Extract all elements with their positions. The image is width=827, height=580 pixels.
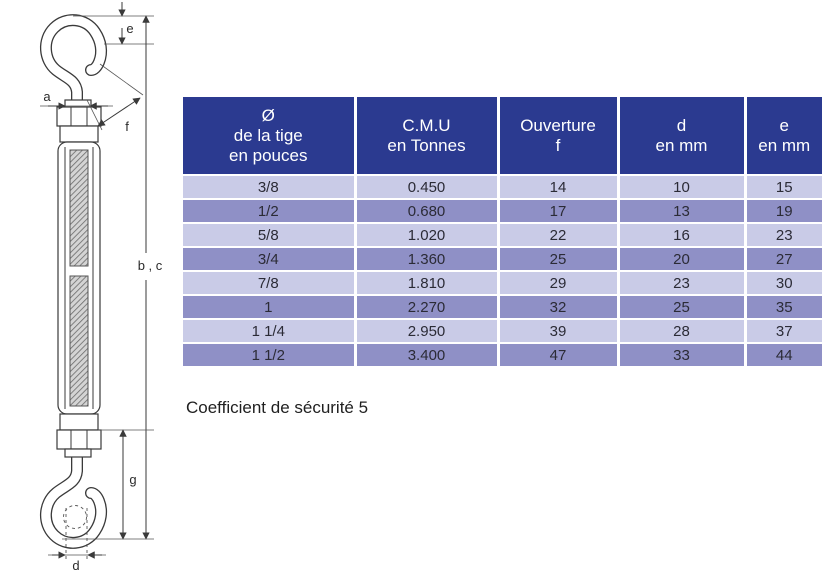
- table-row: 3/4 1.360 25 20 27: [183, 247, 822, 272]
- table-cell: 20: [618, 247, 747, 272]
- table-cell: 47: [498, 343, 620, 368]
- table-cell: 27: [745, 247, 822, 272]
- turnbuckle-diagram: e b , c a f g d: [40, 2, 163, 573]
- col-header-d: d en mm: [618, 97, 747, 176]
- table-cell: 0.450: [355, 175, 500, 200]
- table-cell: 2.270: [355, 295, 500, 320]
- turnbuckle-body: [56, 99, 102, 529]
- table-cell: 13: [618, 199, 747, 224]
- table-cell: 25: [618, 295, 747, 320]
- table-row: 1 2.270 32 25 35: [183, 295, 822, 320]
- safety-coefficient-note: Coefficient de sécurité 5: [186, 398, 369, 417]
- table-cell: 19: [745, 199, 822, 224]
- table-cell: 10: [618, 175, 747, 200]
- dim-label-e: e: [126, 21, 133, 36]
- table-cell: 25: [498, 247, 620, 272]
- spec-table-body: 3/8 0.450 14 10 15 1/2 0.680 17 13 19 5/8 1.020 22 16…: [183, 175, 822, 368]
- dim-label-d: d: [72, 558, 79, 573]
- table-cell: 32: [498, 295, 620, 320]
- table-cell: 35: [745, 295, 822, 320]
- table-cell: 1.360: [355, 247, 500, 272]
- table-cell: 1/2: [183, 199, 357, 224]
- col-header-diameter: Ø de la tige en pouces: [183, 97, 357, 176]
- table-cell: 15: [745, 175, 822, 200]
- table-cell: 3/4: [183, 247, 357, 272]
- spec-table-header: Ø de la tige en pouces C.M.U en Tonnes O…: [183, 97, 822, 176]
- table-cell: 23: [745, 223, 822, 248]
- table-cell: 1: [183, 295, 357, 320]
- table-cell: 23: [618, 271, 747, 296]
- table-cell: 28: [618, 319, 747, 344]
- table-cell: 1.020: [355, 223, 500, 248]
- spec-table: Ø de la tige en pouces C.M.U en Tonnes O…: [183, 97, 822, 368]
- table-cell: 1.810: [355, 271, 500, 296]
- table-cell: 0.680: [355, 199, 500, 224]
- table-cell: 1 1/2: [183, 343, 357, 368]
- table-cell: 30: [745, 271, 822, 296]
- table-row: 1/2 0.680 17 13 19: [183, 199, 822, 224]
- table-cell: 37: [745, 319, 822, 344]
- table-cell: 39: [498, 319, 620, 344]
- table-cell: 44: [745, 343, 822, 368]
- dim-label-f: f: [125, 119, 129, 134]
- table-cell: 1 1/4: [183, 319, 357, 344]
- dim-label-a: a: [43, 89, 51, 104]
- table-cell: 7/8: [183, 271, 357, 296]
- table-row: 5/8 1.020 22 16 23: [183, 223, 822, 248]
- table-cell: 33: [618, 343, 747, 368]
- col-header-cmu: C.M.U en Tonnes: [355, 97, 500, 176]
- table-cell: 3.400: [355, 343, 500, 368]
- table-row: 3/8 0.450 14 10 15: [183, 175, 822, 200]
- table-cell: 2.950: [355, 319, 500, 344]
- table-row: 1 1/2 3.400 47 33 44: [183, 343, 822, 368]
- dimension-lines: e b , c a f g d: [40, 2, 163, 573]
- table-cell: 16: [618, 223, 747, 248]
- table-cell: 17: [498, 199, 620, 224]
- table-cell: 29: [498, 271, 620, 296]
- col-header-ouverture: Ouverture f: [498, 97, 620, 176]
- top-hook: [40, 14, 108, 121]
- col-header-e: e en mm: [745, 97, 822, 176]
- table-cell: 5/8: [183, 223, 357, 248]
- table-cell: 3/8: [183, 175, 357, 200]
- table-row: 1 1/4 2.950 39 28 37: [183, 319, 822, 344]
- dim-label-bc: b , c: [138, 258, 163, 273]
- dim-label-g: g: [129, 472, 136, 487]
- bottom-hook: [40, 442, 108, 549]
- table-row: 7/8 1.810 29 23 30: [183, 271, 822, 296]
- table-cell: 22: [498, 223, 620, 248]
- table-cell: 14: [498, 175, 620, 200]
